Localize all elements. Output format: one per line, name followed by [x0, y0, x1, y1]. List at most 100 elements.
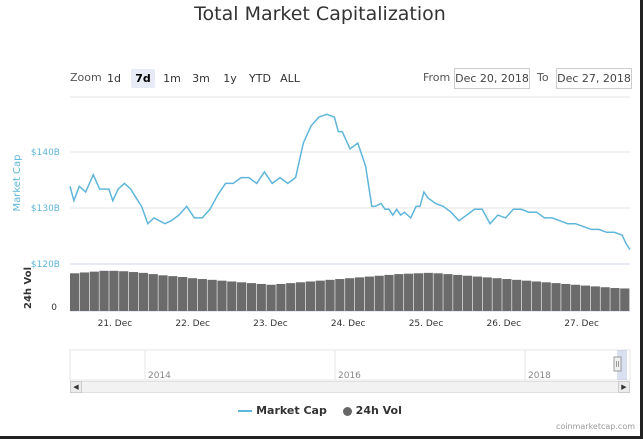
volume-bar [472, 276, 483, 311]
from-label: From [423, 71, 451, 84]
legend-label-market-cap: Market Cap [256, 404, 327, 417]
volume-bar [541, 282, 551, 311]
x-tick-label-25-dec: 25. Dec [409, 319, 444, 329]
zoom-7d-button[interactable]: 7d [131, 69, 155, 88]
navigator[interactable]: 2014 2016 2018 [69, 349, 631, 381]
scroll-left-arrow-icon[interactable]: ◀ [70, 381, 82, 393]
volume-bar [335, 279, 345, 311]
volume-bar [119, 271, 129, 311]
x-tick-label-22-dec: 22. Dec [175, 319, 210, 329]
x-tick-label-27-dec: 27. Dec [564, 319, 599, 329]
y-tick-label-130b: $130B [31, 204, 60, 214]
volume-bar [286, 283, 296, 311]
market-cap-line [69, 113, 631, 251]
volume-bar [70, 273, 80, 311]
volume-bar [561, 283, 571, 311]
legend-item-market-cap[interactable]: Market Cap [238, 404, 327, 417]
y-axis-title: Market Cap [12, 154, 23, 211]
from-date-input[interactable]: Dec 20, 2018 [454, 68, 530, 89]
legend-line-icon [238, 410, 253, 412]
volume-bar [79, 272, 90, 311]
volume-bar [99, 270, 109, 311]
x-tick-label-26-dec: 26. Dec [487, 319, 522, 329]
volume-bar [138, 272, 148, 311]
volume-bar [256, 283, 266, 311]
navigator-tick-2018: 2018 [528, 371, 551, 381]
zoom-1y-button[interactable]: 1y [223, 72, 237, 85]
volume-bar [620, 288, 630, 311]
volume-bar [295, 282, 306, 311]
navigator-handle-left[interactable] [613, 356, 622, 372]
zoom-1m-button[interactable]: 1m [163, 72, 181, 85]
volume-bar [315, 280, 325, 311]
volume-bar [404, 273, 414, 311]
to-date-input[interactable]: Dec 27, 2018 [556, 68, 632, 89]
x-tick-label-23-dec: 23. Dec [253, 319, 288, 329]
navigator-tick-2016: 2016 [338, 371, 361, 381]
volume-bar [384, 274, 394, 311]
scroll-right-arrow-icon[interactable]: ▶ [618, 381, 630, 393]
vol-axis-title: 24h Vol [23, 267, 34, 309]
volume-bar [482, 277, 492, 311]
y-tick-label-120b: $120B [31, 260, 60, 270]
volume-bar [443, 274, 453, 311]
zoom-all-button[interactable]: ALL [280, 72, 300, 85]
volume-bar [512, 279, 522, 311]
volume-bar [266, 284, 276, 311]
volume-bar [305, 281, 316, 311]
chart-legend: Market Cap 24h Vol [0, 404, 640, 417]
legend-label-24h-vol: 24h Vol [355, 404, 402, 417]
y-tick-label-140b: $140B [31, 148, 60, 158]
volume-bar [227, 281, 237, 311]
volume-bar [246, 283, 257, 311]
volume-bar [433, 273, 443, 311]
zoom-ytd-button[interactable]: YTD [249, 72, 271, 85]
volume-bar [178, 276, 188, 311]
volume-bar [168, 276, 178, 311]
navigator-selected-range [617, 350, 627, 380]
volume-bar [345, 278, 355, 311]
volume-bar [462, 275, 473, 311]
zoom-1d-button[interactable]: 1d [107, 72, 121, 85]
volume-bar [531, 281, 541, 311]
volume-bar [551, 283, 561, 311]
volume-bar [492, 278, 502, 311]
volume-bar [374, 275, 384, 311]
zoom-3m-button[interactable]: 3m [192, 72, 210, 85]
x-tick-label-21-dec: 21. Dec [98, 319, 133, 329]
volume-bar [364, 276, 374, 311]
legend-dot-icon [342, 406, 352, 416]
volume-bar [413, 273, 424, 311]
chart-title: Total Market Capitalization [194, 3, 446, 25]
volume-bar [502, 279, 512, 311]
volume-bar [276, 283, 286, 311]
x-axis-ticks: 21. Dec 22. Dec 23. Dec 24. Dec 25. Dec … [98, 319, 599, 329]
volume-bar [580, 285, 591, 311]
navigator-tick-2014: 2014 [148, 371, 171, 381]
volume-bar [354, 277, 365, 311]
zoom-label: Zoom [70, 71, 102, 84]
volume-bar [89, 271, 99, 311]
to-label: To [537, 71, 549, 84]
volume-bar [128, 272, 139, 311]
volume-bar [148, 274, 158, 311]
volume-bar [197, 279, 207, 311]
volume-bar [423, 272, 433, 311]
volume-bars [70, 270, 630, 311]
volume-bar [187, 278, 198, 311]
vol-tick-label-0: 0 [51, 303, 57, 313]
volume-bar [207, 279, 217, 311]
volume-bar [237, 282, 247, 311]
navigator-background [69, 349, 631, 381]
navigator-scrollbar[interactable] [70, 381, 630, 393]
volume-bar [109, 270, 119, 311]
chart-credit: coinmarketcap.com [556, 422, 635, 431]
volume-bar [521, 280, 532, 311]
legend-item-24h-vol[interactable]: 24h Vol [342, 404, 402, 417]
volume-bar [217, 280, 227, 311]
volume-bar [325, 279, 335, 311]
x-tick-label-24-dec: 24. Dec [331, 319, 366, 329]
volume-bar [394, 274, 404, 311]
